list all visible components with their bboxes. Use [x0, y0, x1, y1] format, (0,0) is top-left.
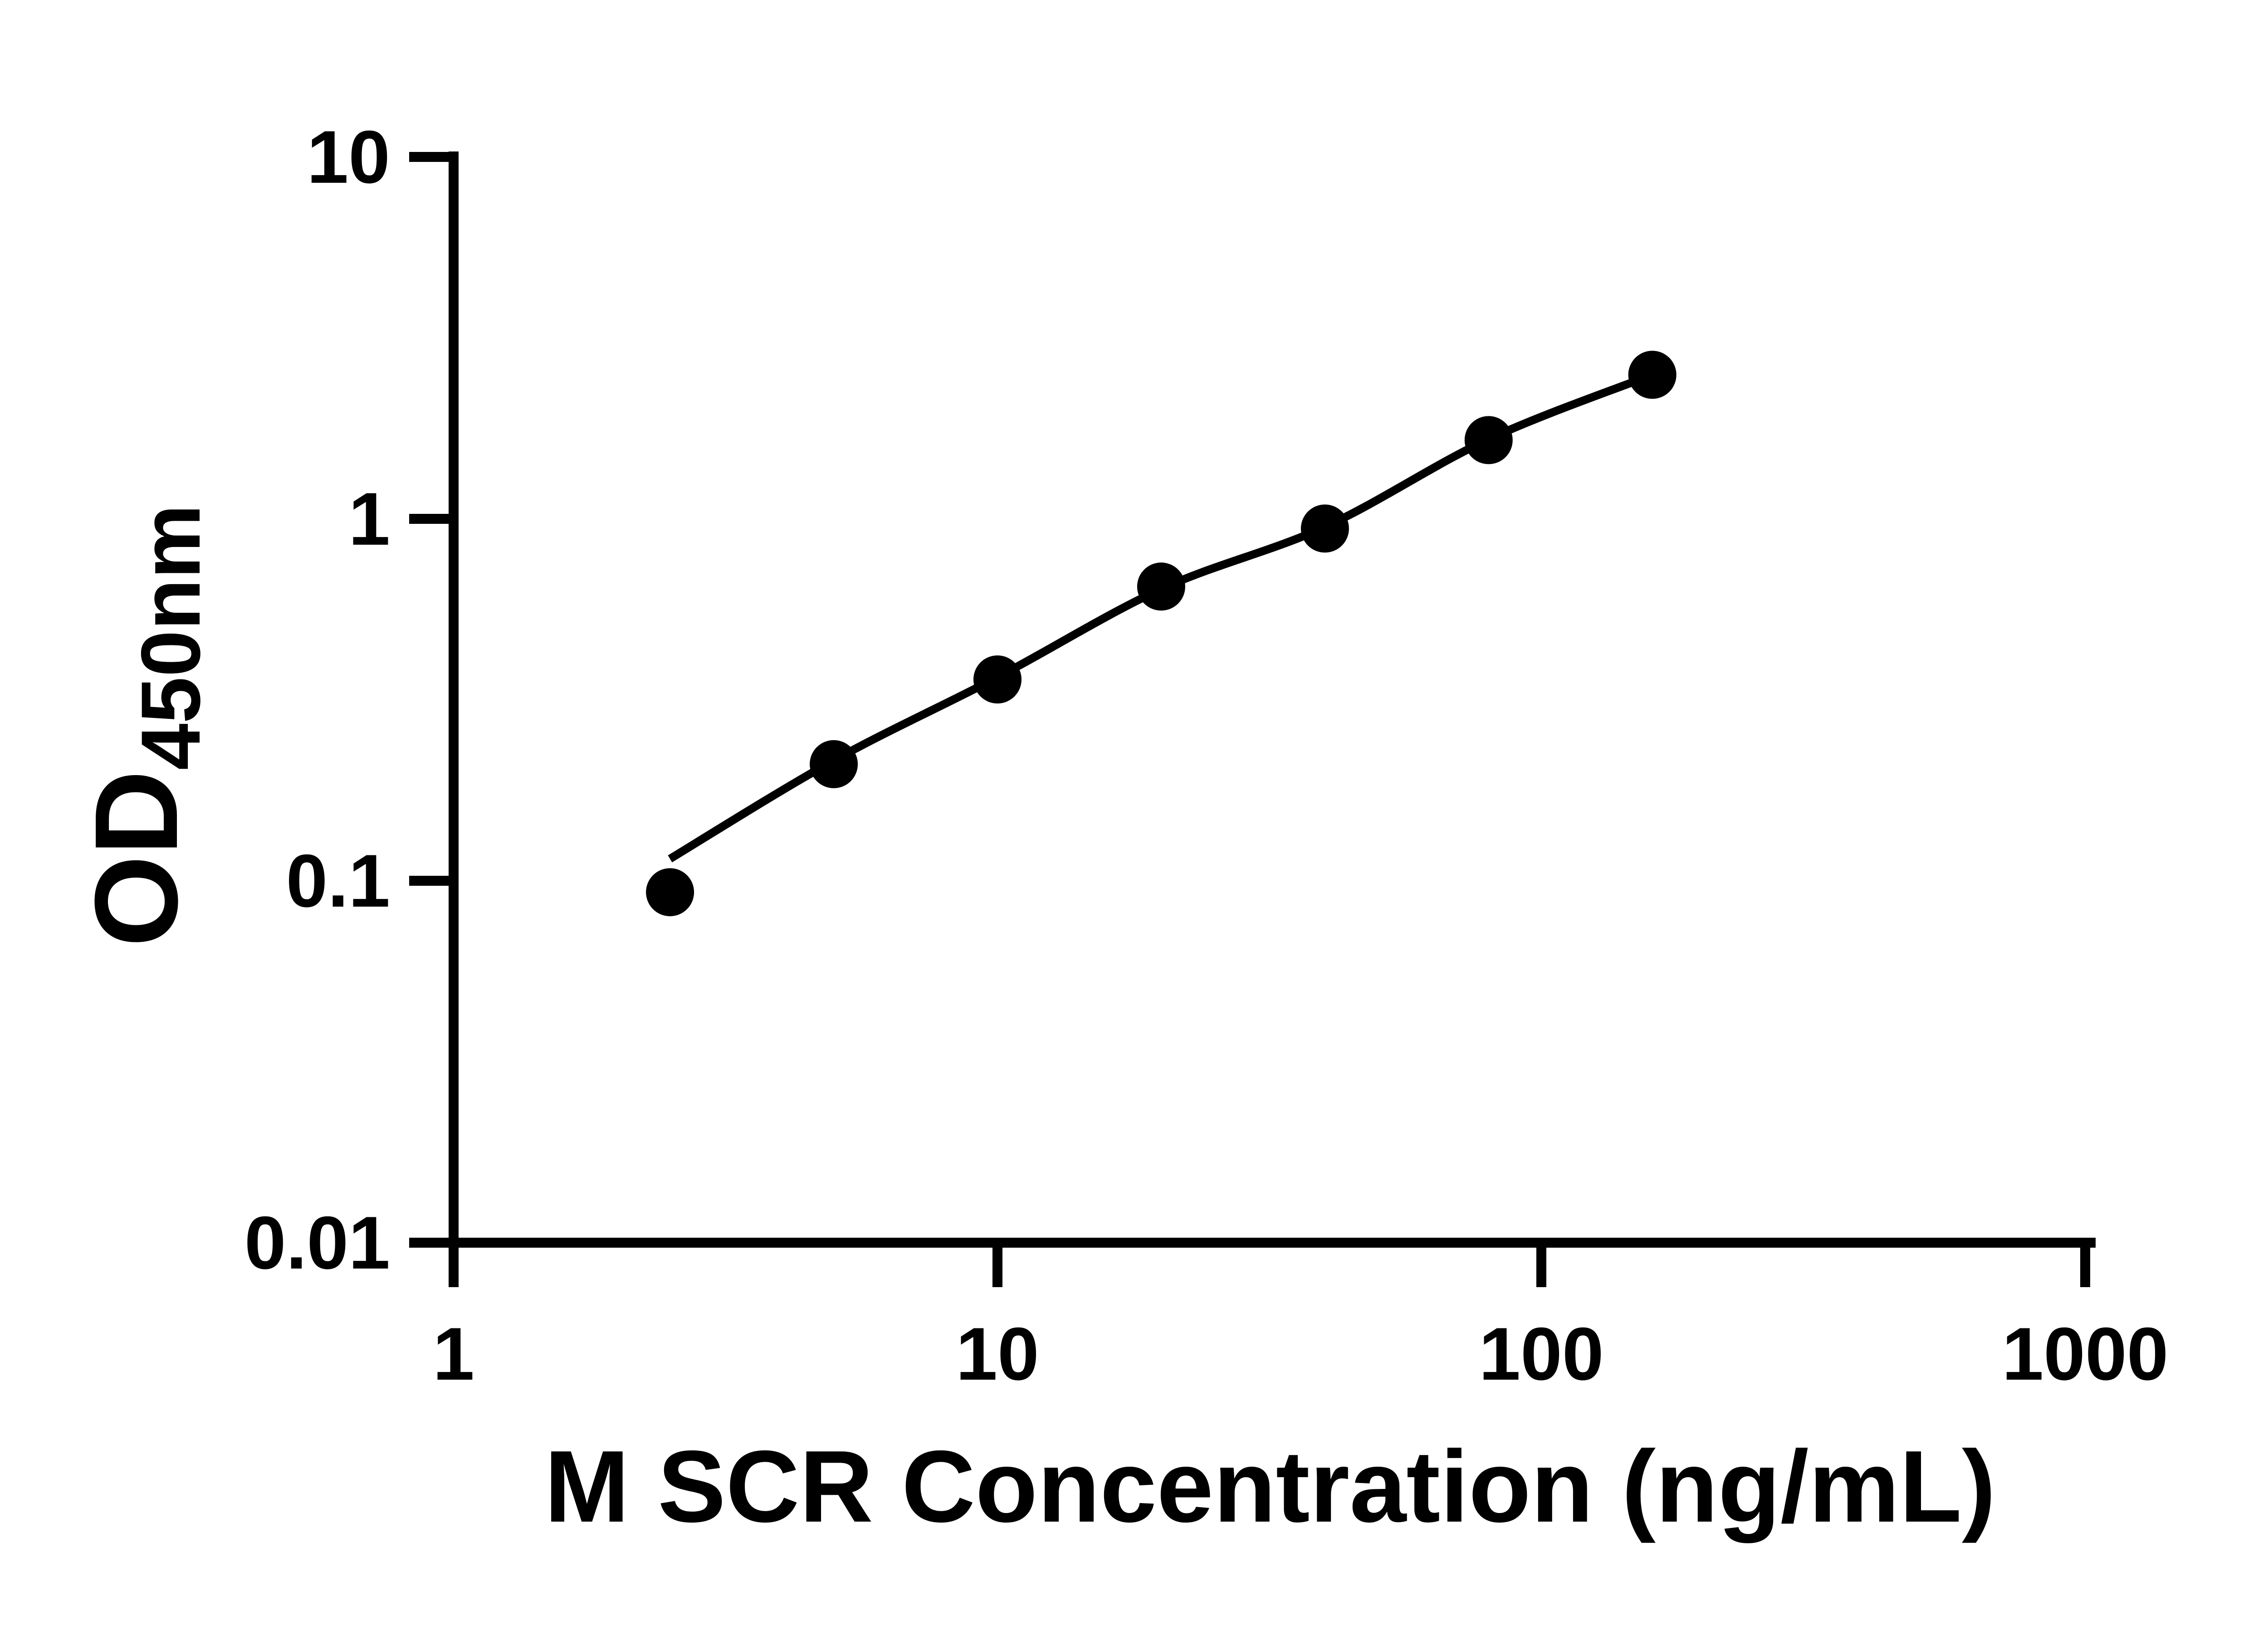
data-point-1: [646, 868, 694, 917]
y-axis-tick-labels: 10 1 0.1 0.01: [244, 115, 390, 1284]
x-axis-ticks: [449, 1243, 2090, 1287]
x-axis-title: M SCR Concentration (ng/mL): [544, 1429, 1996, 1543]
y-axis-ticks: [409, 152, 454, 1248]
x-tick-label: 10: [956, 1312, 1039, 1396]
y-axis-title-subscript: 450nm: [124, 504, 218, 770]
y-tick-label: 0.1: [286, 839, 390, 922]
x-tick-label: 100: [1479, 1312, 1603, 1396]
data-point-6: [1464, 416, 1513, 464]
axes: 10 1 0.1 0.01 1 10 100 1000: [244, 115, 2169, 1396]
y-axis-title-main: OD: [71, 770, 202, 947]
data-point-7: [1628, 351, 1677, 399]
y-tick-label: 0.01: [244, 1201, 390, 1284]
x-tick-label: 1000: [2002, 1312, 2168, 1396]
x-tick-label: 1: [433, 1312, 474, 1396]
y-tick-label: 10: [307, 115, 390, 199]
y-tick-label: 1: [348, 477, 390, 561]
x-axis-tick-labels: 1 10 100 1000: [433, 1312, 2168, 1396]
data-point-5: [1300, 504, 1349, 553]
data-points: [646, 351, 1677, 917]
data-point-2: [810, 740, 858, 788]
y-axis-title: OD450nm: [71, 504, 218, 947]
data-point-4: [1137, 562, 1185, 611]
data-point-3: [973, 655, 1022, 704]
